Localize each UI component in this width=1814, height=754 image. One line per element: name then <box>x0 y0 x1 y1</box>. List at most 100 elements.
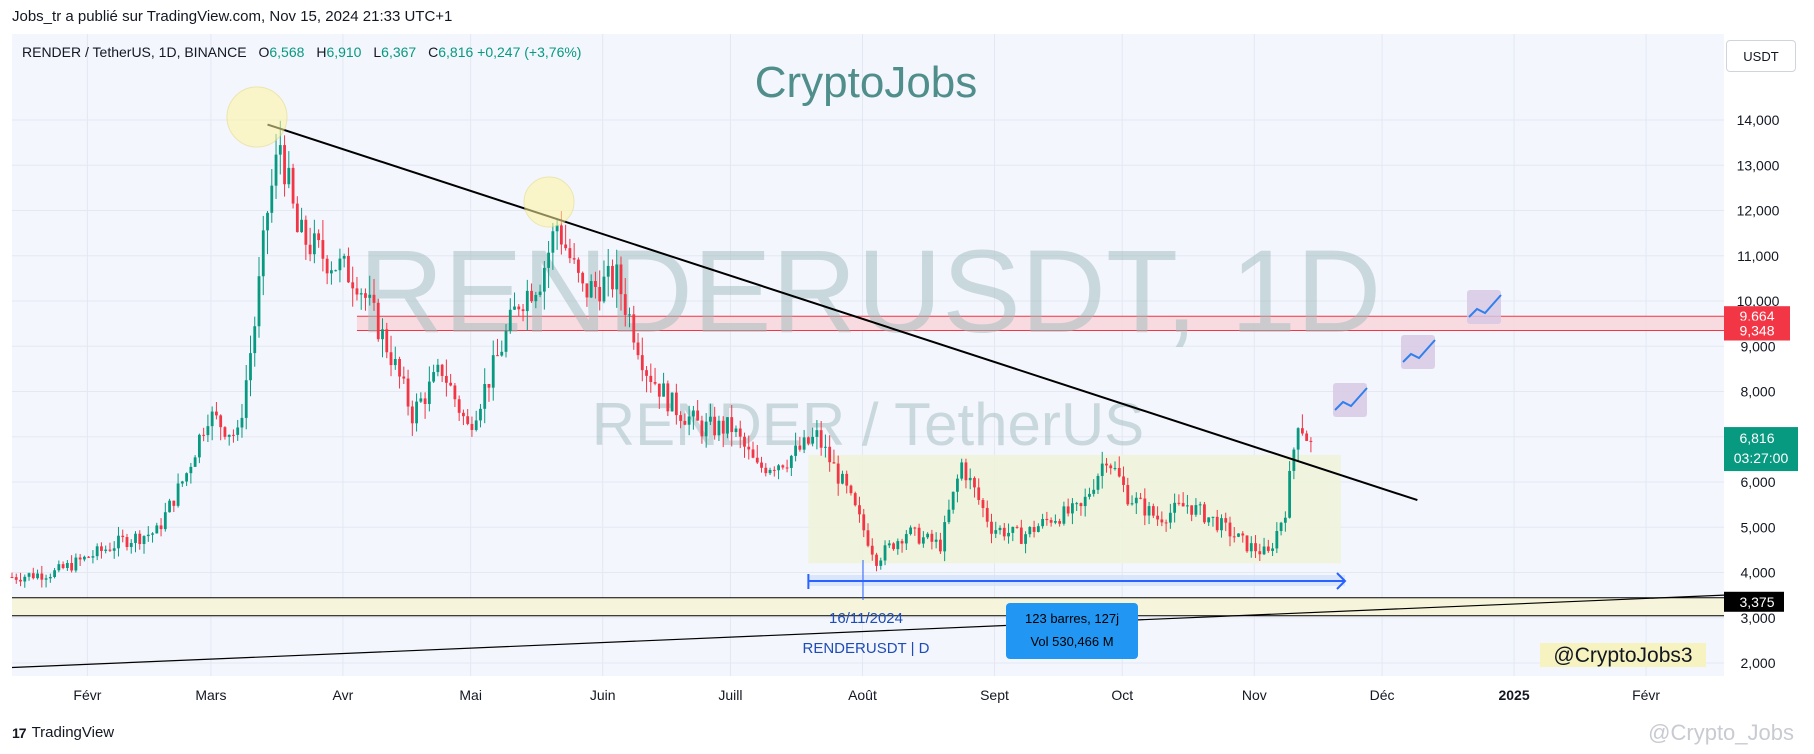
chart-area[interactable] <box>12 34 1724 676</box>
candle-body <box>564 244 568 249</box>
candle-body <box>504 331 508 352</box>
candle-body <box>802 437 806 450</box>
candle-body <box>1237 533 1240 537</box>
candle-body <box>789 455 793 468</box>
candle-body <box>704 421 708 437</box>
time-axis[interactable] <box>12 676 1724 710</box>
candle-body <box>589 281 593 298</box>
candle-body <box>1088 493 1091 497</box>
candle-body <box>393 358 397 366</box>
candle-body <box>1015 526 1019 528</box>
watermark-symbol: RENDERUSDT, 1D <box>359 226 1382 358</box>
candle-body <box>138 533 142 545</box>
candle-body <box>534 294 538 302</box>
range-box <box>808 454 1341 564</box>
candle-body <box>938 539 942 552</box>
candle-body <box>521 309 525 312</box>
candle-body <box>785 467 789 469</box>
candle-body <box>142 536 146 545</box>
candle-body <box>23 576 27 582</box>
candle-body <box>815 430 819 437</box>
candle-body <box>806 437 810 444</box>
trend-up-icon <box>1402 339 1436 363</box>
candle-body <box>1130 503 1134 505</box>
candle-body <box>542 267 546 292</box>
candle-body <box>981 500 985 508</box>
candle-body <box>351 282 355 289</box>
candle-body <box>836 463 840 484</box>
candle-body <box>479 408 482 421</box>
candle-body <box>82 556 86 560</box>
candle-body <box>104 549 108 551</box>
candle-body <box>1245 535 1249 552</box>
handle-label: @CryptoJobs3 <box>1553 644 1692 667</box>
candle-body <box>440 364 444 376</box>
candle-body <box>487 384 491 388</box>
candle-body <box>1215 516 1219 531</box>
candle-body <box>1071 503 1074 514</box>
price-tag-lower-bg <box>1724 320 1790 341</box>
price-tag-countdown: 03:27:00 <box>1734 450 1789 466</box>
candle-body <box>163 512 167 530</box>
candle-body <box>317 233 321 241</box>
candle-body <box>666 383 670 412</box>
candle-body <box>615 264 619 290</box>
candle-body <box>994 530 998 534</box>
candle-body <box>841 473 844 484</box>
x-tick-label: Août <box>848 687 877 703</box>
x-tick-label: Févr <box>73 687 101 703</box>
candle-body <box>858 505 861 515</box>
candle-body <box>1041 518 1045 527</box>
x-tick-label: Mars <box>195 687 226 703</box>
candle-body <box>1220 518 1223 531</box>
currency-button[interactable]: USDT <box>1726 40 1796 72</box>
candle-body <box>674 392 678 416</box>
descending-trendline[interactable] <box>267 123 1418 502</box>
candle-body <box>1105 463 1108 466</box>
candle-body <box>1109 465 1113 469</box>
candle-body <box>1283 517 1287 523</box>
candle-body <box>781 465 785 468</box>
candle-body <box>921 537 925 544</box>
candle-body <box>389 352 393 366</box>
candle-body <box>606 265 610 277</box>
candle-body <box>19 579 22 582</box>
candle-body <box>845 473 849 486</box>
y-tick-label: 9,000 <box>1740 338 1775 354</box>
y-tick-label: 6,000 <box>1740 474 1775 490</box>
candle-body <box>862 514 866 531</box>
candle-body <box>755 457 759 463</box>
candle-body <box>1254 543 1257 552</box>
support-band <box>12 597 1724 616</box>
candle-body <box>670 392 674 412</box>
ascending-trendline[interactable] <box>11 594 1725 669</box>
candle-body <box>751 449 755 458</box>
candle-body <box>1190 505 1194 515</box>
measure-arrowhead <box>1336 572 1347 590</box>
candle-body <box>53 570 56 577</box>
candle-body <box>1186 505 1189 507</box>
candle-body <box>70 563 74 571</box>
candle-body <box>1177 502 1181 504</box>
candle-body <box>1203 504 1206 523</box>
candle-body <box>726 417 729 434</box>
candle-body <box>951 491 955 510</box>
candle-body <box>513 306 516 310</box>
candle-body <box>1117 467 1121 477</box>
candle-body <box>274 154 278 186</box>
cursor-date-label: 16/11/2024 <box>829 610 903 627</box>
candle-body <box>334 270 338 272</box>
x-tick-label: Juin <box>590 687 616 703</box>
candle-body <box>1083 496 1087 507</box>
candle-body <box>930 533 934 542</box>
candle-body <box>342 255 346 259</box>
candle-body <box>598 286 602 302</box>
candle-body <box>917 527 921 544</box>
candle-body <box>943 522 947 552</box>
candle-body <box>347 255 350 283</box>
candle-body <box>125 537 129 548</box>
candle-body <box>811 436 815 444</box>
open-label: O <box>258 44 270 60</box>
open-value: 6,568 <box>269 44 305 60</box>
candle-body <box>913 527 917 529</box>
